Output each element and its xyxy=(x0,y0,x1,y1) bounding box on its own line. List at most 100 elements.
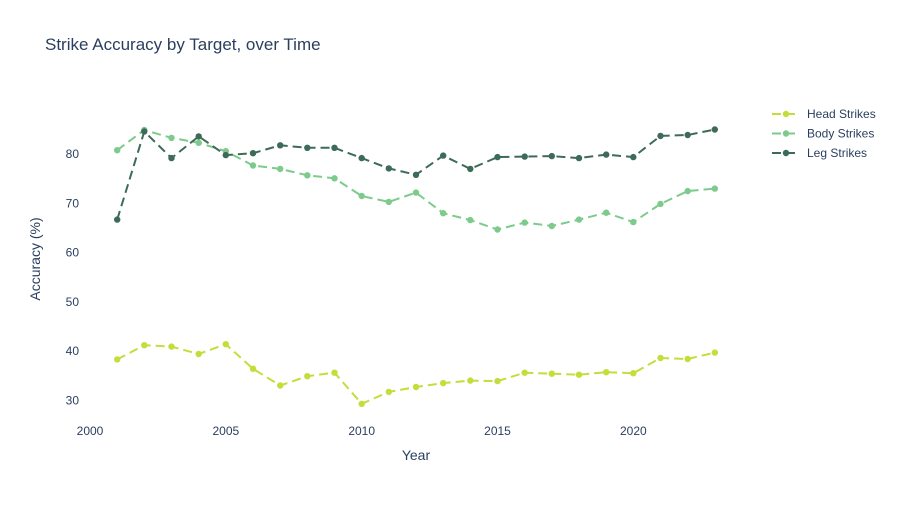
data-point-head-strikes[interactable] xyxy=(467,377,474,384)
chart-title: Strike Accuracy by Target, over Time xyxy=(45,35,321,54)
legend-label: Head Strikes xyxy=(807,107,876,121)
data-point-head-strikes[interactable] xyxy=(304,373,311,380)
legend-swatch-marker xyxy=(782,130,790,137)
data-point-leg-strikes[interactable] xyxy=(141,128,148,135)
data-point-body-strikes[interactable] xyxy=(603,209,610,216)
y-tick-label: 80 xyxy=(66,147,80,161)
data-point-leg-strikes[interactable] xyxy=(603,151,610,158)
data-point-head-strikes[interactable] xyxy=(630,370,637,377)
data-point-leg-strikes[interactable] xyxy=(521,153,528,160)
y-axis-ticks: 30 40 50 60 70 80 xyxy=(66,147,80,407)
legend-item-leg-strikes[interactable]: Leg Strikes xyxy=(772,146,867,160)
data-point-body-strikes[interactable] xyxy=(684,187,691,195)
y-tick-label: 40 xyxy=(66,344,80,358)
data-point-head-strikes[interactable] xyxy=(358,400,365,407)
y-axis-label: Accuracy (%) xyxy=(27,217,43,300)
data-point-body-strikes[interactable] xyxy=(385,198,392,206)
x-axis-label: Year xyxy=(402,447,431,463)
data-point-body-strikes[interactable] xyxy=(440,210,447,217)
data-point-leg-strikes[interactable] xyxy=(222,151,229,159)
data-point-head-strikes[interactable] xyxy=(114,356,121,363)
data-point-head-strikes[interactable] xyxy=(494,377,501,385)
x-tick-label: 2015 xyxy=(484,424,511,438)
data-point-head-strikes[interactable] xyxy=(548,370,555,377)
series-head-strikes xyxy=(114,341,718,407)
data-point-head-strikes[interactable] xyxy=(168,343,175,350)
data-point-body-strikes[interactable] xyxy=(494,226,501,233)
y-tick-label: 60 xyxy=(66,246,80,260)
legend-swatch-marker xyxy=(782,110,790,118)
data-point-head-strikes[interactable] xyxy=(249,365,257,372)
data-point-body-strikes[interactable] xyxy=(358,192,365,200)
data-point-head-strikes[interactable] xyxy=(331,369,338,376)
data-point-body-strikes[interactable] xyxy=(331,175,338,182)
data-point-body-strikes[interactable] xyxy=(575,216,583,223)
data-point-head-strikes[interactable] xyxy=(711,349,718,356)
data-point-leg-strikes[interactable] xyxy=(412,171,420,178)
data-point-leg-strikes[interactable] xyxy=(249,150,257,157)
data-point-head-strikes[interactable] xyxy=(657,354,664,362)
x-tick-label: 2020 xyxy=(620,424,647,438)
y-tick-label: 70 xyxy=(66,196,80,210)
data-point-leg-strikes[interactable] xyxy=(168,154,175,162)
data-point-body-strikes[interactable] xyxy=(277,165,284,173)
data-point-body-strikes[interactable] xyxy=(657,200,664,208)
legend-item-head-strikes[interactable]: Head Strikes xyxy=(772,107,876,121)
data-point-head-strikes[interactable] xyxy=(385,388,392,396)
data-point-head-strikes[interactable] xyxy=(222,341,229,348)
data-point-leg-strikes[interactable] xyxy=(630,153,637,161)
y-tick-label: 50 xyxy=(66,295,80,309)
x-tick-label: 2010 xyxy=(348,424,375,438)
data-point-body-strikes[interactable] xyxy=(412,189,420,196)
data-point-leg-strikes[interactable] xyxy=(548,152,555,160)
data-point-head-strikes[interactable] xyxy=(412,383,420,391)
data-point-leg-strikes[interactable] xyxy=(304,144,311,151)
data-point-body-strikes[interactable] xyxy=(249,162,257,169)
data-point-body-strikes[interactable] xyxy=(114,147,121,154)
series-leg-strikes xyxy=(114,126,718,223)
data-point-body-strikes[interactable] xyxy=(630,218,637,226)
data-point-head-strikes[interactable] xyxy=(440,379,447,387)
data-point-body-strikes[interactable] xyxy=(548,222,555,230)
data-point-head-strikes[interactable] xyxy=(521,369,528,376)
x-tick-label: 2005 xyxy=(212,424,239,438)
data-point-head-strikes[interactable] xyxy=(575,371,583,378)
data-point-leg-strikes[interactable] xyxy=(358,154,365,162)
x-axis-ticks: 2000 2005 2010 2015 2020 xyxy=(77,424,647,438)
data-point-body-strikes[interactable] xyxy=(168,134,175,142)
data-point-leg-strikes[interactable] xyxy=(114,216,121,223)
legend-label: Leg Strikes xyxy=(807,146,867,160)
x-tick-label: 2000 xyxy=(77,424,104,438)
data-point-leg-strikes[interactable] xyxy=(684,131,691,139)
data-point-body-strikes[interactable] xyxy=(467,216,474,224)
data-point-leg-strikes[interactable] xyxy=(575,154,583,162)
data-point-head-strikes[interactable] xyxy=(141,342,148,349)
data-point-leg-strikes[interactable] xyxy=(657,132,664,140)
data-point-leg-strikes[interactable] xyxy=(494,153,501,161)
data-point-body-strikes[interactable] xyxy=(521,219,528,226)
legend-swatch-marker xyxy=(782,149,790,157)
data-point-head-strikes[interactable] xyxy=(684,355,691,363)
data-point-leg-strikes[interactable] xyxy=(331,144,338,151)
plot-area xyxy=(114,126,718,407)
legend[interactable]: Head Strikes Body Strikes Leg Strikes xyxy=(772,107,876,160)
data-point-body-strikes[interactable] xyxy=(195,139,202,146)
data-point-leg-strikes[interactable] xyxy=(385,165,392,172)
series-line-body-strikes xyxy=(116,129,715,231)
data-point-head-strikes[interactable] xyxy=(603,369,610,376)
data-point-head-strikes[interactable] xyxy=(195,350,202,358)
y-tick-label: 30 xyxy=(66,393,80,407)
data-point-leg-strikes[interactable] xyxy=(277,142,284,149)
data-point-leg-strikes[interactable] xyxy=(195,133,202,140)
data-point-leg-strikes[interactable] xyxy=(440,152,447,159)
series-line-head-strikes xyxy=(116,343,716,405)
data-point-leg-strikes[interactable] xyxy=(467,165,474,173)
data-point-body-strikes[interactable] xyxy=(304,172,311,179)
data-point-head-strikes[interactable] xyxy=(277,382,284,389)
data-point-leg-strikes[interactable] xyxy=(711,126,718,133)
data-point-body-strikes[interactable] xyxy=(711,185,718,192)
series-body-strikes xyxy=(114,126,718,233)
legend-item-body-strikes[interactable]: Body Strikes xyxy=(772,127,874,141)
